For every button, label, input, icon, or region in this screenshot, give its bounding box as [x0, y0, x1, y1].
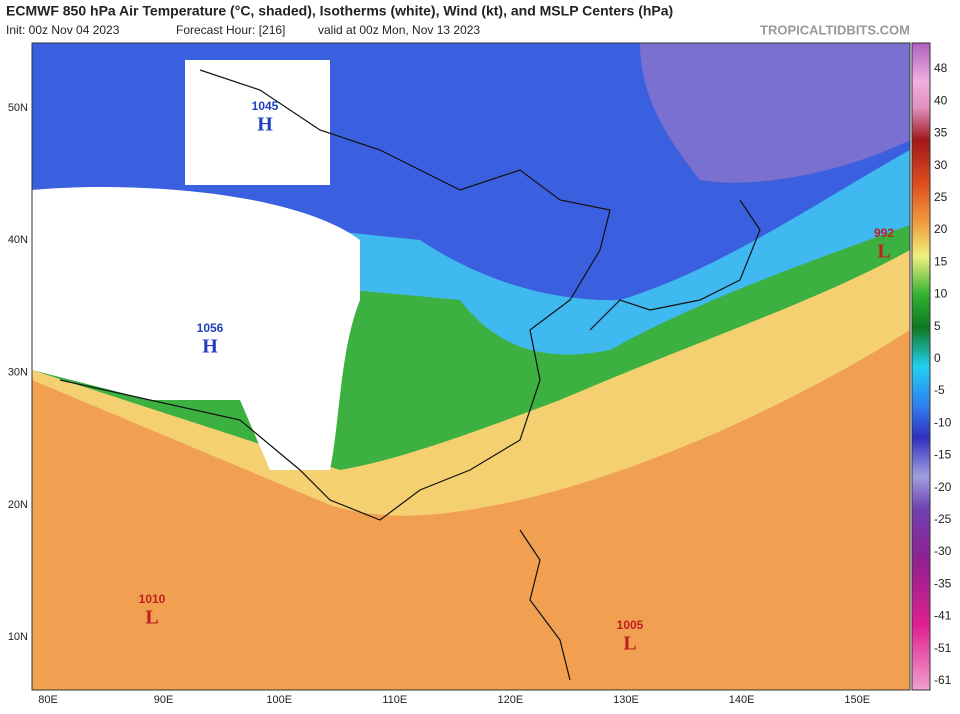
lon-label: 80E: [38, 694, 58, 706]
lat-label: 30N: [8, 367, 28, 379]
colorbar-label: -15: [934, 448, 952, 462]
lon-label: 110E: [382, 694, 407, 706]
colorbar-label: 15: [934, 254, 948, 268]
colorbar-label: 40: [934, 93, 948, 107]
lon-label: 120E: [498, 694, 524, 706]
forecast-hour: Forecast Hour: [216]: [176, 23, 285, 37]
map-frame: [31, 42, 911, 691]
lat-label: 20N: [8, 499, 28, 511]
lon-label: 90E: [154, 694, 174, 706]
pressure-value: 1045: [252, 99, 279, 113]
coastline: [59, 69, 611, 521]
pressure-center: L: [145, 607, 158, 629]
init-time: Init: 00z Nov 04 2023: [6, 23, 120, 37]
colorbar-label: 5: [934, 319, 941, 333]
colorbar-label: 20: [934, 222, 948, 236]
colorbar-label: -20: [934, 480, 952, 494]
pressure-value: 992: [874, 226, 894, 240]
lon-label: 140E: [729, 694, 755, 706]
colorbar-label: -61: [934, 673, 952, 687]
lon-label: 130E: [613, 694, 639, 706]
colorbar-label: -5: [934, 383, 945, 397]
colorbar-label: -25: [934, 512, 952, 526]
below-ground-region: [32, 187, 360, 470]
below-ground-region: [185, 60, 330, 185]
pressure-center: L: [877, 241, 890, 263]
colorbar-label: -41: [934, 609, 952, 623]
colorbar: [911, 42, 931, 691]
coastline: [519, 529, 571, 681]
pressure-center: H: [257, 114, 273, 136]
coastline: [589, 199, 761, 331]
title: ECMWF 850 hPa Air Temperature (°C, shade…: [6, 3, 673, 19]
colorbar-label: 10: [934, 287, 948, 301]
lat-label: 50N: [8, 102, 28, 114]
purple-region: [640, 43, 910, 183]
labels: 80E 90E 100E 110E 120E 130E 140E 150E 50N 40N 30N 2…: [8, 61, 952, 706]
lat-label: 10N: [8, 631, 28, 643]
colorbar-label: 30: [934, 158, 948, 172]
site-label: TROPICALTIDBITS.COM: [760, 22, 910, 37]
lon-label: 100E: [266, 694, 292, 706]
colorbar-label: -35: [934, 576, 952, 590]
pressure-value: 1056: [197, 321, 224, 335]
pressure-value: 1005: [617, 618, 644, 632]
lon-label: 150E: [844, 694, 870, 706]
pressure-value: 1010: [139, 592, 166, 606]
valid-time: valid at 00z Mon, Nov 13 2023: [318, 23, 480, 37]
colorbar-label: 0: [934, 351, 941, 365]
lat-label: 40N: [8, 234, 28, 246]
colorbar-label: 48: [934, 61, 948, 75]
colorbar-label: -10: [934, 415, 952, 429]
colorbar-label: 25: [934, 190, 948, 204]
colorbar-label: -51: [934, 641, 952, 655]
map: [32, 43, 910, 690]
pressure-center: H: [202, 336, 218, 358]
pressure-center: L: [623, 633, 636, 655]
colorbar-label: -30: [934, 544, 952, 558]
colorbar-label: 35: [934, 126, 948, 140]
